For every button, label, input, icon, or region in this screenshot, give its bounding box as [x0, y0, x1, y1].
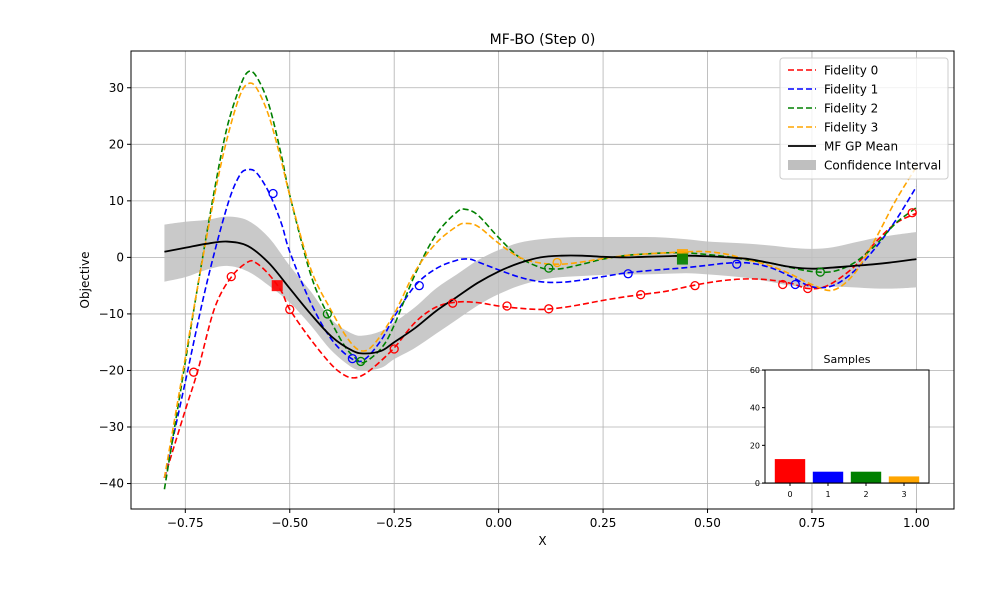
y-tick-label: −40 [99, 477, 124, 491]
observation-point-fidelity-0 [544, 304, 554, 314]
series-line-fidelity-3 [163, 82, 918, 479]
inset-bar-3 [888, 476, 920, 483]
inset-y-tick-label: 40 [750, 404, 760, 413]
legend-label: Confidence Interval [824, 159, 941, 173]
y-tick-label: 0 [116, 250, 124, 264]
inset-title: Samples [824, 353, 871, 366]
legend-swatch [788, 160, 816, 170]
observation-point-fidelity-1 [732, 259, 742, 269]
legend-label: MF GP Mean [824, 140, 898, 154]
y-tick-label: −20 [99, 363, 124, 377]
observation-markers [189, 188, 917, 377]
legend-label: Fidelity 2 [824, 102, 878, 116]
legend-label: Fidelity 1 [824, 83, 878, 97]
observation-point-fidelity-0 [448, 298, 458, 308]
x-tick-label: −0.25 [376, 516, 413, 530]
observation-point-fidelity-1 [623, 269, 633, 279]
inset-bar-0 [774, 459, 806, 483]
observation-point-fidelity-0 [636, 290, 646, 300]
inset-frame [764, 369, 930, 484]
samples-inset: Samples 0 20 40 60 0 1 2 3 [750, 353, 930, 499]
y-tick-label: 20 [109, 137, 124, 151]
inset-x-tick-label: 3 [901, 490, 906, 499]
legend-label: Fidelity 3 [824, 121, 878, 135]
observation-point-fidelity-0 [189, 367, 199, 377]
observation-point-fidelity-0 [226, 271, 236, 282]
observation-point-fidelity-0 [907, 208, 917, 218]
observation-point-fidelity-1 [268, 188, 278, 199]
inset-y-tick-label: 0 [755, 479, 760, 488]
observation-point-fidelity-1 [790, 279, 800, 290]
series-line-fidelity-1 [163, 168, 918, 479]
observation-point-fidelity-0 [502, 301, 512, 311]
y-tick-label: −10 [99, 307, 124, 321]
observation-point-fidelity-2 [815, 267, 825, 277]
observation-point-fidelity-0 [778, 279, 788, 290]
inset-x-tick-label: 1 [825, 490, 830, 499]
x-tick-label: 1.00 [903, 516, 930, 530]
observation-point-fidelity-2 [322, 309, 333, 319]
y-tick-label: 30 [109, 81, 124, 95]
legend-label: Fidelity 0 [824, 64, 878, 78]
confidence-interval-band [164, 216, 917, 371]
observation-point-fidelity-3 [552, 257, 562, 268]
observation-point-fidelity-2 [544, 263, 554, 273]
inset-y-tick-label: 60 [750, 366, 760, 375]
inset-x-tick-label: 2 [863, 490, 868, 499]
inset-bar-1 [812, 471, 844, 483]
inset-bar-2 [850, 471, 882, 483]
x-tick-label: 0.50 [694, 516, 721, 530]
legend: Fidelity 0 Fidelity 1 Fidelity 2 Fidelity 3… [779, 57, 949, 180]
y-axis-label: Objective [78, 252, 92, 309]
y-tick-label: −30 [99, 420, 124, 434]
chart-title: MF-BO (Step 0) [490, 32, 596, 48]
observation-point-fidelity-2 [356, 356, 366, 367]
x-tick-label: −0.75 [167, 516, 204, 530]
observation-point-fidelity-1 [347, 353, 358, 364]
series-line-mf-gp-mean [164, 240, 917, 355]
observation-point-fidelity-0 [285, 304, 295, 315]
x-tick-label: −0.50 [271, 516, 308, 530]
y-tick-label: 10 [109, 194, 124, 208]
inset-y-tick-label: 20 [750, 441, 760, 450]
current-points [271, 249, 688, 292]
observation-point-fidelity-0 [690, 281, 700, 291]
x-tick-label: 0.25 [590, 516, 617, 530]
confidence-band [164, 216, 917, 371]
x-tick-label: 0.00 [485, 516, 512, 530]
x-tick-label: 0.75 [799, 516, 826, 530]
current-point [676, 253, 688, 265]
plot-frame [130, 50, 955, 510]
observation-point-fidelity-1 [414, 281, 424, 291]
legend-box [779, 57, 949, 180]
x-axis: −0.75 −0.50 −0.25 0.00 0.25 0.50 0.75 1.00 [167, 509, 930, 530]
current-point [271, 280, 283, 292]
inset-x-tick-label: 0 [787, 490, 792, 499]
observation-point-fidelity-0 [803, 283, 813, 294]
y-axis: −40 −30 −20 −10 0 10 20 30 [99, 81, 131, 491]
observation-point-fidelity-0 [389, 344, 399, 354]
x-axis-label: X [538, 534, 546, 548]
